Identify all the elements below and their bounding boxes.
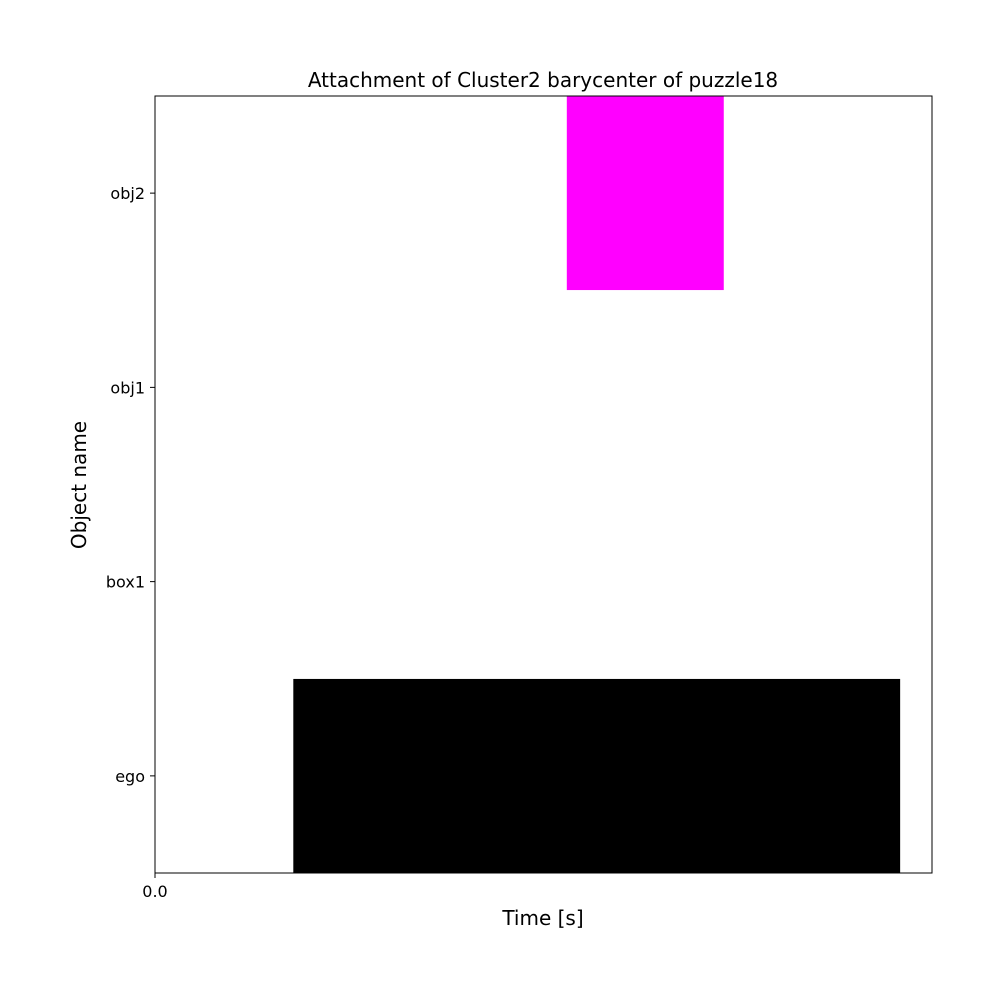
x-ticks: 0.0 xyxy=(142,873,168,901)
y-tick-label-ego: ego xyxy=(115,767,145,786)
y-ticks: ego box1 obj1 obj2 xyxy=(106,184,155,786)
x-axis-label: Time [s] xyxy=(501,906,583,930)
bars-layer xyxy=(293,96,901,873)
chart-title: Attachment of Cluster2 barycenter of puz… xyxy=(308,68,778,92)
x-tick-label-0: 0.0 xyxy=(142,882,167,901)
y-tick-label-box1: box1 xyxy=(106,573,145,592)
y-tick-label-obj2: obj2 xyxy=(110,184,145,203)
y-axis-label: Object name xyxy=(67,421,91,549)
bar-obj2 xyxy=(566,96,724,291)
bar-ego xyxy=(293,678,901,873)
plot-frame xyxy=(154,95,933,874)
y-tick-label-obj1: obj1 xyxy=(110,378,145,397)
